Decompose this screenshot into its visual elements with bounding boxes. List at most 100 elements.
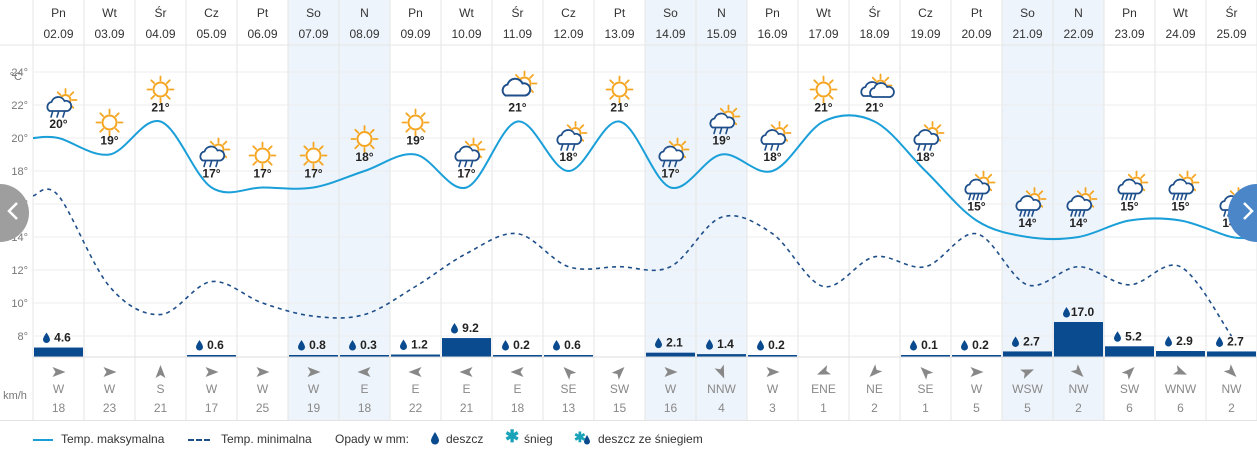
weekend-band — [696, 0, 747, 420]
rain-sun-icon — [454, 137, 486, 168]
wind-speed: 2 — [1228, 401, 1235, 415]
sun-icon — [809, 75, 838, 104]
legend-snow-label: śnieg — [524, 432, 553, 446]
legend-mix-label: deszcz ze śniegiem — [598, 432, 703, 446]
wind-arrow-icon — [714, 364, 725, 379]
rain-label: 1.4 — [717, 337, 734, 351]
sun-icon — [248, 141, 277, 170]
day-name: Pt — [971, 6, 983, 20]
rain-label: 0.2 — [768, 338, 785, 352]
wind-direction: NNW — [707, 382, 736, 396]
day-name: So — [663, 6, 678, 20]
raindrop-icon — [1114, 331, 1121, 342]
legend-rain-label: deszcz — [446, 432, 484, 446]
wind-direction: W — [104, 382, 116, 396]
wind-direction: ENE — [811, 382, 836, 396]
raindrop-icon — [961, 340, 968, 351]
rain-sun-icon — [709, 104, 741, 135]
raindrop-icon — [1165, 336, 1172, 347]
rain-sun-icon — [46, 88, 78, 118]
day-date: 04.09 — [145, 27, 175, 41]
rain-label: 0.8 — [309, 338, 326, 352]
wind-arrow-icon — [766, 367, 780, 377]
wind-speed: 5 — [973, 401, 980, 415]
wind-arrow-icon — [357, 367, 371, 377]
rain-bar — [34, 347, 83, 357]
rain-sun-icon — [556, 121, 588, 151]
raindrop-icon — [1063, 307, 1070, 318]
raindrop-icon — [655, 337, 662, 349]
wind-direction: SW — [1120, 382, 1140, 396]
max-temp-label: 21° — [610, 101, 628, 115]
rain-label: 0.2 — [513, 338, 530, 352]
rain-label: 2.7 — [1023, 334, 1040, 348]
wind-direction: S — [156, 382, 164, 396]
rain-label: 2.7 — [1227, 334, 1244, 348]
day-name: Śr — [869, 5, 881, 20]
day-name: Pt — [614, 6, 626, 20]
max-temp-label: 15° — [967, 200, 985, 214]
max-temp-label: 21° — [508, 101, 526, 115]
y-tick-label: 18° — [11, 166, 28, 178]
min-temp-line — [32, 188, 1233, 337]
day-name: So — [1020, 6, 1035, 20]
legend-max-label: Temp. maksymalna — [61, 432, 165, 446]
rain-label: 0.2 — [972, 338, 989, 352]
rain-bar — [952, 355, 1001, 357]
day-date: 17.09 — [808, 27, 838, 41]
weekend-band — [645, 0, 696, 420]
rain-label: 0.6 — [207, 338, 224, 352]
wind-direction: NW — [1069, 382, 1090, 396]
rain-bar — [1207, 351, 1256, 357]
wind-arrow-icon — [459, 367, 473, 377]
raindrop-icon — [196, 340, 203, 351]
rain-label: 2.9 — [1176, 334, 1193, 348]
wind-arrow-icon — [1121, 367, 1135, 380]
wind-direction: W — [308, 382, 320, 396]
raindrop-icon — [400, 339, 407, 351]
heavy-rain-sun-icon — [1117, 170, 1149, 201]
wind-direction: E — [513, 382, 521, 396]
raindrop-icon — [910, 340, 917, 351]
rain-sun-icon — [199, 137, 231, 168]
day-date: 20.09 — [961, 27, 991, 41]
rain-bar — [1054, 322, 1103, 357]
day-name: Cz — [918, 6, 933, 20]
wind-direction: SE — [917, 382, 933, 396]
max-temp-label: 15° — [1171, 200, 1189, 214]
max-temp-label: 17° — [457, 167, 475, 181]
sun-icon — [350, 125, 379, 153]
sleet-icon: ✱ — [574, 429, 590, 445]
wind-arrow-icon — [970, 367, 984, 377]
wind-direction: W — [53, 382, 65, 396]
rain-label: 2.1 — [666, 336, 683, 350]
raindrop-icon — [706, 339, 713, 350]
day-name: Pn — [1122, 6, 1137, 20]
rain-bar — [544, 355, 593, 357]
rain-bar — [391, 354, 440, 357]
rain-bar — [442, 338, 491, 357]
wind-direction: W — [971, 382, 983, 396]
max-temp-label: 18° — [355, 150, 373, 164]
max-temp-label: 19° — [100, 134, 118, 148]
max-temp-label: 18° — [559, 150, 577, 164]
y-tick-label: 20° — [11, 133, 28, 145]
max-temp-line — [32, 114, 1257, 241]
clouds-sun-icon — [860, 73, 895, 98]
rain-sun-icon — [658, 137, 690, 168]
day-name: N — [1074, 6, 1083, 20]
chevron-right-icon — [1243, 202, 1254, 220]
wind-speed: 3 — [769, 401, 776, 415]
wind-arrow-icon — [817, 365, 831, 375]
wind-speed: 6 — [1177, 401, 1184, 415]
day-date: 11.09 — [503, 27, 532, 41]
wind-direction: E — [462, 382, 470, 396]
wind-direction: SW — [610, 382, 630, 396]
max-temp-label: 21° — [865, 101, 883, 115]
day-date: 09.09 — [400, 27, 430, 41]
wind-speed: 4 — [718, 401, 725, 415]
wind-speed: 6 — [1126, 401, 1133, 415]
rain-bar — [1105, 346, 1154, 357]
raindrop-icon — [298, 340, 305, 351]
sun-icon — [605, 75, 634, 104]
